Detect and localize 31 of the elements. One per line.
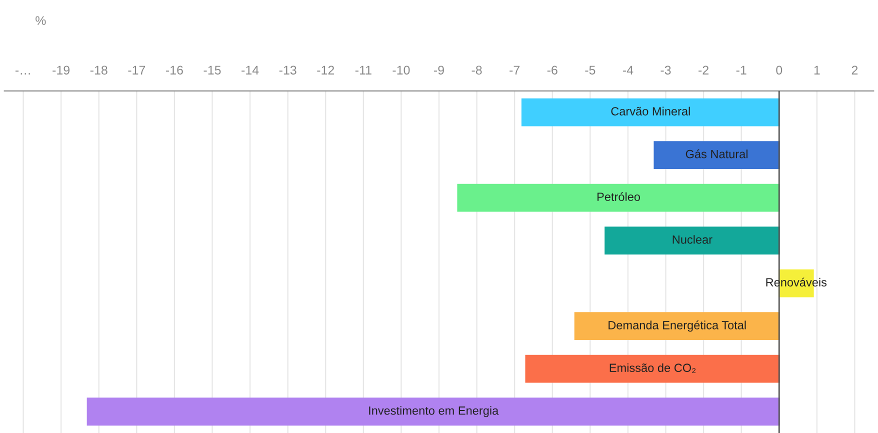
x-tick-label: -2 — [698, 66, 708, 74]
x-tick-label: -10 — [392, 66, 410, 75]
x-tick-label: -9 — [434, 66, 444, 75]
y-tick-label: Carvão Mineral — [611, 106, 690, 116]
y-tick-label: Nuclear — [672, 235, 712, 244]
x-tick-label: -8 — [472, 66, 482, 75]
x-tick-label: -… — [16, 70, 30, 74]
y-tick-label: Gás Natural — [686, 149, 748, 158]
x-tick-label: -15 — [204, 66, 221, 75]
x-tick-label: -18 — [90, 66, 108, 75]
y-tick-label: Demanda Energética Total — [608, 320, 746, 332]
x-tick-label: -11 — [355, 66, 372, 74]
x-tick-label: -4 — [622, 66, 634, 74]
x-tick-label: -12 — [317, 66, 334, 74]
y-tick-label: Emissão de CO₂ — [610, 363, 696, 373]
x-tick-label: -14 — [242, 66, 259, 74]
y-tick-label: Petróleo — [597, 192, 640, 201]
x-tick-label: -5 — [585, 66, 596, 75]
y-tick-label: Investimento em Energia — [369, 406, 499, 418]
x-axis-title: % — [36, 16, 46, 25]
x-tick-label: -19 — [52, 66, 70, 75]
x-tick-label: -7 — [510, 66, 520, 74]
x-tick-label: 0 — [776, 66, 782, 75]
x-tick-label: -3 — [660, 66, 671, 75]
x-tick-label: -1 — [736, 66, 746, 74]
x-tick-label: 2 — [852, 66, 858, 74]
x-tick-label: -13 — [279, 66, 296, 75]
x-tick-label: -6 — [547, 66, 558, 75]
x-tick-label: 1 — [814, 66, 820, 74]
x-tick-label: -16 — [166, 66, 183, 75]
x-tick-label: -17 — [128, 66, 146, 74]
